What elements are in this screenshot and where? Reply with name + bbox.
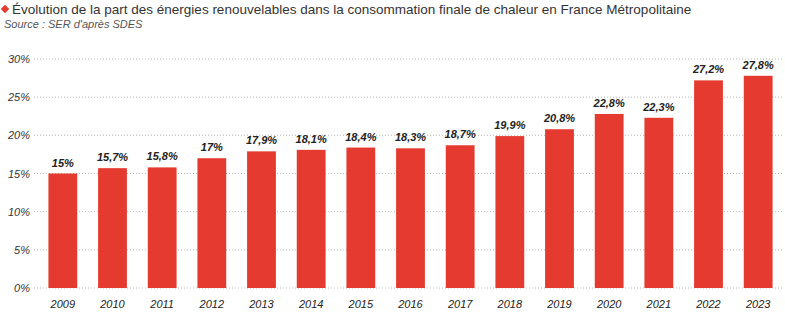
x-tick-label: 2013 <box>248 298 274 310</box>
bar <box>197 158 226 288</box>
x-tick-label: 2017 <box>447 298 473 310</box>
y-tick-label: 20% <box>7 129 30 141</box>
data-label: 19,9% <box>494 119 525 131</box>
data-label: 15,7% <box>97 151 128 163</box>
bar <box>694 80 723 288</box>
bar <box>495 136 524 288</box>
x-tick-label: 2021 <box>646 298 671 310</box>
x-tick-label: 2009 <box>50 298 75 310</box>
data-label: 17,9% <box>246 134 277 146</box>
bar <box>346 148 375 288</box>
x-tick-label: 2014 <box>298 298 323 310</box>
chart-svg: Évolution de la part des énergies renouv… <box>0 0 785 316</box>
data-label: 17% <box>201 141 223 153</box>
x-tick-label: 2022 <box>695 298 720 310</box>
bar <box>48 174 77 289</box>
x-tick-label: 2015 <box>348 298 374 310</box>
title-bullet <box>1 5 9 13</box>
y-tick-label: 15% <box>8 168 30 180</box>
bar <box>98 168 127 288</box>
bar <box>545 129 574 288</box>
data-label: 27,8% <box>742 59 774 71</box>
bar <box>644 118 673 288</box>
y-tick-label: 10% <box>8 206 30 218</box>
x-tick-label: 2011 <box>149 298 174 310</box>
bar <box>744 76 773 288</box>
chart-title: Évolution de la part des énergies renouv… <box>12 2 691 17</box>
x-tick-label: 2019 <box>546 298 571 310</box>
bar <box>247 151 276 288</box>
data-label: 20,8% <box>543 112 575 124</box>
data-label: 18,7% <box>445 128 476 140</box>
bar <box>595 114 624 288</box>
data-label: 22,8% <box>593 97 625 109</box>
data-label: 27,2% <box>692 63 724 75</box>
bar <box>148 167 177 288</box>
data-label: 18,1% <box>296 133 327 145</box>
data-label: 18,3% <box>395 131 426 143</box>
x-tick-label: 2023 <box>745 298 771 310</box>
bar <box>297 150 326 288</box>
x-tick-label: 2012 <box>199 298 224 310</box>
y-tick-label: 0% <box>14 282 30 294</box>
chart-subtitle: Source : SER d'après SDES <box>4 18 143 30</box>
chart-container: Évolution de la part des énergies renouv… <box>0 0 785 316</box>
y-tick-label: 30% <box>8 53 30 65</box>
data-label: 15% <box>52 157 74 169</box>
grid-line <box>34 59 783 60</box>
x-tick-label: 2016 <box>397 298 423 310</box>
y-tick-label: 5% <box>14 244 30 256</box>
data-label: 15,8% <box>147 150 178 162</box>
data-label: 22,3% <box>642 101 674 113</box>
bar <box>446 145 475 288</box>
bars <box>48 76 772 288</box>
x-tick-label: 2018 <box>497 298 523 310</box>
x-tick-label: 2020 <box>596 298 622 310</box>
y-tick-label: 25% <box>7 91 30 103</box>
bar <box>396 148 425 288</box>
x-tick-label: 2010 <box>99 298 125 310</box>
data-label: 18,4% <box>345 131 376 143</box>
grid-line <box>34 97 783 98</box>
